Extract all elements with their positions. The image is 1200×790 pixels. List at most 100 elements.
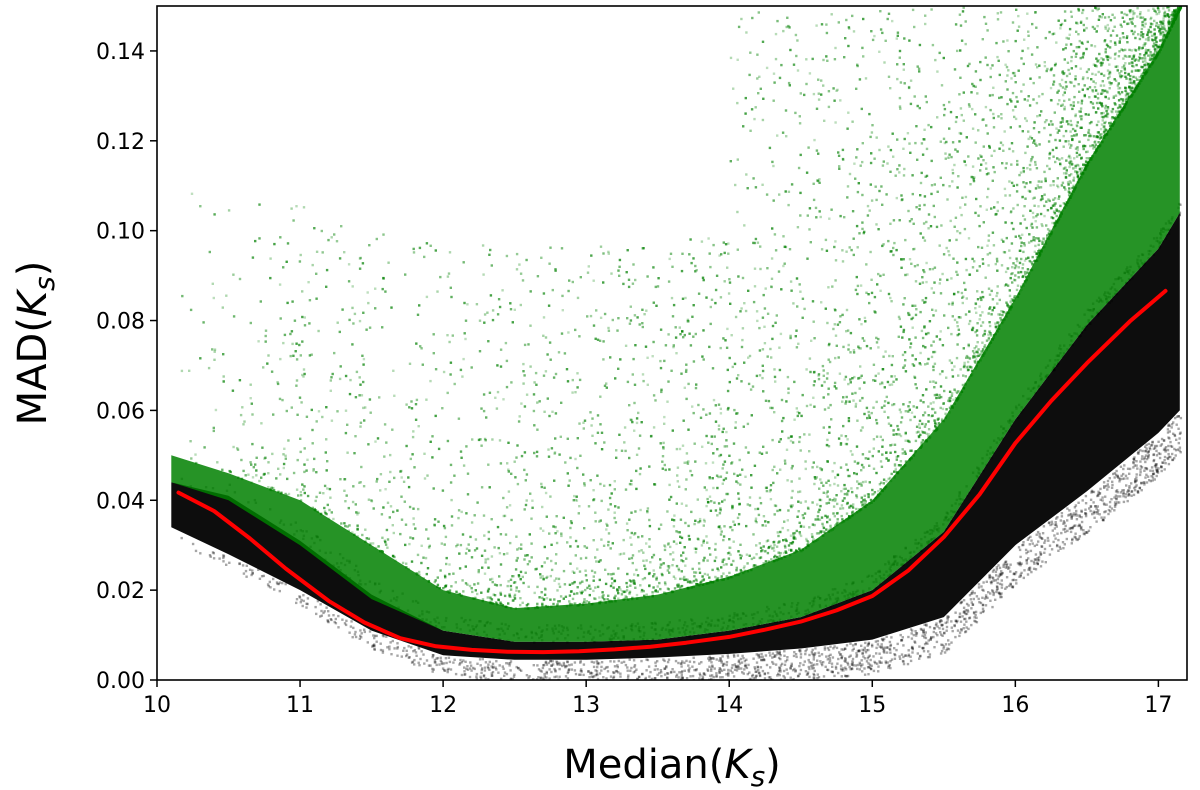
scatter-point bbox=[626, 666, 629, 669]
scatter-point bbox=[943, 651, 947, 654]
scatter-point bbox=[584, 602, 587, 605]
scatter-point bbox=[903, 450, 907, 453]
scatter-point bbox=[1102, 519, 1105, 522]
scatter-point bbox=[1094, 89, 1098, 92]
scatter-point bbox=[666, 676, 669, 679]
scatter-point bbox=[1160, 437, 1164, 441]
scatter-point bbox=[1145, 467, 1148, 470]
scatter-point bbox=[977, 245, 980, 249]
scatter-point bbox=[555, 660, 558, 663]
scatter-point bbox=[865, 660, 869, 663]
scatter-point bbox=[719, 676, 722, 679]
scatter-point bbox=[902, 68, 905, 71]
scatter-point bbox=[903, 351, 907, 354]
scatter-point bbox=[871, 493, 874, 496]
scatter-point bbox=[623, 426, 627, 429]
scatter-point bbox=[629, 584, 632, 587]
scatter-point bbox=[840, 656, 843, 659]
scatter-point bbox=[590, 675, 594, 678]
scatter-point bbox=[956, 150, 959, 153]
scatter-point bbox=[1151, 469, 1155, 473]
scatter-point bbox=[888, 476, 892, 480]
scatter-point bbox=[592, 279, 595, 282]
scatter-point bbox=[517, 666, 520, 670]
scatter-point bbox=[1094, 505, 1097, 508]
scatter-point bbox=[1129, 10, 1132, 14]
scatter-point bbox=[499, 583, 502, 587]
scatter-point bbox=[1163, 468, 1166, 471]
scatter-point bbox=[1163, 459, 1166, 462]
scatter-point bbox=[862, 649, 866, 652]
scatter-point bbox=[1035, 215, 1038, 218]
scatter-point bbox=[1022, 214, 1025, 217]
scatter-point bbox=[1069, 119, 1072, 123]
scatter-point bbox=[865, 649, 868, 652]
scatter-point bbox=[589, 314, 593, 318]
scatter-point bbox=[1132, 461, 1135, 465]
scatter-point bbox=[615, 456, 618, 459]
scatter-point bbox=[851, 14, 854, 18]
scatter-point bbox=[972, 611, 976, 614]
scatter-point bbox=[1097, 509, 1100, 512]
scatter-point bbox=[475, 675, 478, 678]
scatter-point bbox=[1113, 25, 1116, 28]
scatter-point bbox=[808, 450, 811, 453]
scatter-point bbox=[1152, 253, 1155, 256]
scatter-point bbox=[812, 538, 815, 541]
scatter-point bbox=[808, 207, 812, 210]
scatter-point bbox=[705, 504, 708, 508]
scatter-point bbox=[904, 464, 907, 467]
scatter-point bbox=[353, 452, 356, 455]
scatter-point bbox=[861, 663, 864, 666]
scatter-point bbox=[1171, 458, 1174, 462]
scatter-point bbox=[539, 527, 542, 530]
scatter-point bbox=[1011, 586, 1014, 589]
scatter-point bbox=[660, 675, 663, 678]
scatter-point bbox=[769, 544, 773, 548]
scatter-point bbox=[921, 646, 924, 650]
scatter-point bbox=[1067, 193, 1071, 196]
scatter-point bbox=[943, 632, 946, 635]
scatter-point bbox=[646, 510, 649, 513]
scatter-point bbox=[300, 401, 303, 404]
scatter-point bbox=[777, 672, 780, 675]
scatter-point bbox=[988, 324, 992, 328]
scatter-point bbox=[979, 314, 982, 317]
scatter-point bbox=[827, 654, 831, 658]
scatter-point bbox=[837, 151, 840, 154]
scatter-point bbox=[708, 632, 711, 635]
scatter-point bbox=[989, 599, 992, 602]
scatter-point bbox=[632, 659, 636, 662]
scatter-point bbox=[469, 535, 472, 539]
scatter-point bbox=[1097, 131, 1100, 134]
scatter-point bbox=[576, 386, 579, 389]
scatter-point bbox=[281, 581, 284, 585]
scatter-point bbox=[900, 639, 903, 642]
scatter-point bbox=[757, 669, 760, 672]
scatter-point bbox=[589, 672, 592, 675]
scatter-point bbox=[987, 591, 990, 594]
scatter-point bbox=[1023, 98, 1026, 101]
scatter-point bbox=[344, 409, 348, 412]
scatter-point bbox=[1112, 472, 1115, 476]
scatter-point bbox=[887, 666, 890, 669]
scatter-point bbox=[796, 675, 800, 678]
scatter-point bbox=[992, 86, 995, 89]
scatter-point bbox=[515, 589, 518, 592]
scatter-point bbox=[654, 664, 657, 668]
scatter-point bbox=[1000, 318, 1004, 322]
scatter-point bbox=[755, 310, 759, 313]
scatter-point bbox=[902, 330, 905, 334]
scatter-point bbox=[464, 660, 467, 663]
scatter-point bbox=[981, 290, 984, 294]
scatter-point bbox=[960, 601, 963, 604]
scatter-point bbox=[963, 623, 966, 626]
scatter-point bbox=[1162, 35, 1165, 39]
scatter-point bbox=[617, 671, 620, 674]
scatter-point bbox=[819, 660, 822, 663]
scatter-point bbox=[441, 667, 445, 670]
scatter-point bbox=[566, 641, 569, 644]
scatter-point bbox=[1115, 292, 1119, 296]
scatter-point bbox=[922, 630, 925, 633]
scatter-point bbox=[637, 675, 641, 679]
